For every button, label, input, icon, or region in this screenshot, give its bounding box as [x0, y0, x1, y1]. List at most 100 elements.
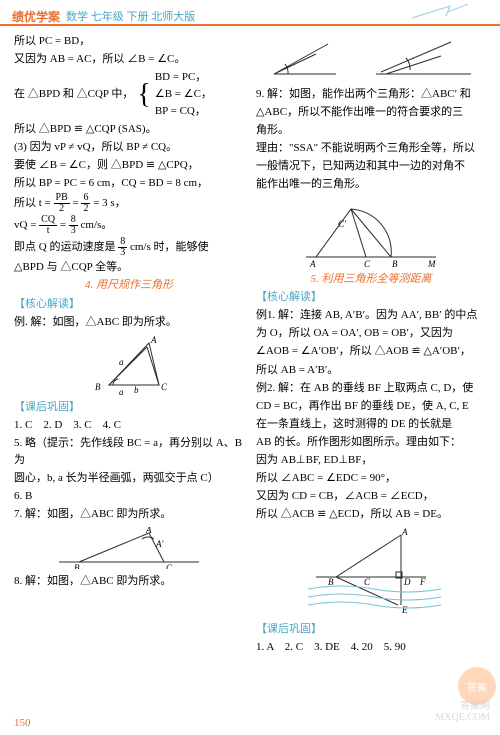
text-line: 5. 略（提示：先作线段 BC = a，再分别以 A、B 为	[14, 435, 244, 469]
watermark: 答案网 MXQE.COM	[435, 701, 490, 723]
text-line: ∠B = ∠C，	[155, 86, 212, 103]
page-header: 绩优学案 数学 七年级 下册 北师大版	[0, 0, 500, 28]
svg-text:a: a	[119, 357, 124, 367]
text-line: vQ = CQt = 83 cm/s。	[14, 215, 244, 236]
text-line: 又因为 AB = AC，所以 ∠B = ∠C。	[14, 51, 244, 68]
text-line: 一般情况下，已知两边和其中一边的对角不	[256, 158, 486, 175]
page-number: 150	[14, 717, 31, 729]
svg-text:C′: C′	[338, 219, 347, 229]
text-line: 在一条直线上，这时测得的 DE 的长就是	[256, 416, 486, 433]
left-column: 所以 PC = BD， 又因为 AB = AC，所以 ∠B = ∠C。 在 △B…	[14, 32, 244, 657]
fraction: CQt	[39, 215, 57, 236]
figure-ssa: A C B M C′	[256, 197, 486, 267]
svg-text:E: E	[401, 605, 408, 615]
text-fragment: =	[60, 219, 69, 231]
fraction: 83	[118, 237, 127, 258]
text-line: 例. 解：如图，△ABC 即为所求。	[14, 314, 244, 331]
bracket-heading: 【课后巩固】	[14, 399, 244, 416]
text-line: △ABC，所以不能作出唯一的符合要求的三	[256, 104, 486, 121]
text-line: 为 O，所以 OA = OA′, OB = OB′，又因为	[256, 325, 486, 342]
text-line: 1. C 2. D 3. C 4. C	[14, 417, 244, 434]
brace-block: 在 △BPD 和 △CQP 中， { BD = PC， ∠B = ∠C， BP …	[14, 69, 244, 120]
content-columns: 所以 PC = BD， 又因为 AB = AC，所以 ∠B = ∠C。 在 △B…	[0, 28, 500, 657]
fraction: 83	[69, 215, 78, 236]
text-fragment: vQ =	[14, 219, 39, 231]
svg-text:B: B	[392, 259, 398, 267]
fraction: 62	[81, 193, 90, 214]
text-line: (3) 因为 vP ≠ vQ，所以 BP ≠ CQ。	[14, 139, 244, 156]
svg-text:A': A'	[155, 539, 164, 549]
text-fragment: cm/s 时，能够使	[130, 241, 209, 253]
text-fragment: =	[73, 197, 82, 209]
text-line: 又因为 CD = CB，∠ACB = ∠ECD，	[256, 488, 486, 505]
bracket-heading: 【核心解读】	[14, 296, 244, 313]
text-line: 1. A 2. C 3. DE 4. 20 5. 90	[256, 639, 486, 656]
text-line: 例1. 解：连接 AB, A′B′。因为 AA′, BB′ 的中点	[256, 307, 486, 324]
text-line: 要使 ∠B = ∠C，则 △BPD ≌ △CPQ，	[14, 157, 244, 174]
svg-text:A: A	[309, 259, 316, 267]
text-line: 所以 BP = PC = 6 cm，CQ = BD = 8 cm，	[14, 175, 244, 192]
text-line: 所以 △BPD ≌ △CQP (SAS)。	[14, 121, 244, 138]
svg-text:B: B	[95, 382, 101, 392]
text-line: CD = BC，再作出 BF 的垂线 DE，使 A, C, E	[256, 398, 486, 415]
svg-text:D: D	[403, 577, 411, 587]
header-rule	[0, 24, 500, 26]
fraction: PB2	[54, 193, 70, 214]
text-fragment: cm/s。	[81, 219, 113, 231]
text-line: ∠AOB = ∠A′OB′，所以 △AOB ≌ △A′OB′，	[256, 343, 486, 360]
right-column: 9. 解：如图，能作出两个三角形：△ABC′ 和 △ABC，所以不能作出唯一的符…	[256, 32, 486, 657]
svg-text:A: A	[150, 335, 157, 345]
text-line: 例2. 解：在 AB 的垂线 BF 上取两点 C, D，使	[256, 380, 486, 397]
text-line: 7. 解：如图，△ABC 即为所求。	[14, 506, 244, 523]
text-line: 8. 解：如图，△ABC 即为所求。	[14, 573, 244, 590]
svg-text:a: a	[119, 387, 124, 395]
text-line: 所以 AB = A′B′。	[256, 362, 486, 379]
svg-text:C: C	[166, 563, 173, 569]
watermark-line: 答案网	[435, 701, 490, 712]
text-line: 角形。	[256, 122, 486, 139]
text-line: 在 △BPD 和 △CQP 中，	[14, 86, 133, 103]
svg-text:B: B	[74, 563, 80, 569]
bracket-heading: 【课后巩固】	[256, 621, 486, 638]
text-fragment: 所以 t =	[14, 197, 54, 209]
text-fragment: 即点 Q 的运动速度是	[14, 241, 118, 253]
text-line: 即点 Q 的运动速度是 83 cm/s 时，能够使	[14, 237, 244, 258]
bracket-heading: 【核心解读】	[256, 289, 486, 306]
text-fragment: = 3 s，	[93, 197, 125, 209]
text-line: 能作出唯一的三角形。	[256, 176, 486, 193]
text-line: 所以 ∠ABC = ∠EDC = 90°，	[256, 470, 486, 487]
svg-text:C: C	[161, 382, 168, 392]
figure-angle-pair	[256, 36, 486, 82]
edition-subtitle: 数学 七年级 下册 北师大版	[66, 8, 195, 24]
answer-bubble-icon: 答案	[458, 667, 496, 705]
text-line: 9. 解：如图，能作出两个三角形：△ABC′ 和	[256, 86, 486, 103]
text-line: △BPD 与 △CQP 全等。	[14, 259, 244, 276]
figure-river: A B C D F E	[256, 527, 486, 617]
svg-text:b: b	[134, 385, 139, 395]
text-line: 6. B	[14, 488, 244, 505]
figure-triangle-2: B A A' C	[14, 527, 244, 569]
text-line: 理由："SSA" 不能说明两个三角形全等，所以	[256, 140, 486, 157]
svg-text:C: C	[364, 577, 371, 587]
brand-title: 绩优学案	[12, 8, 60, 25]
svg-text:A: A	[401, 527, 408, 537]
figure-triangle-1: B C A a a b	[14, 335, 244, 395]
text-line: 所以 t = PB2 = 62 = 3 s，	[14, 193, 244, 214]
watermark-line: MXQE.COM	[435, 712, 490, 723]
section-title: 4. 用尺规作三角形	[14, 277, 244, 294]
svg-text:A: A	[145, 527, 152, 535]
svg-text:M: M	[427, 259, 436, 267]
section-title: 5. 利用三角形全等测距离	[256, 271, 486, 288]
text-line: 因为 AB⊥BF, ED⊥BF，	[256, 452, 486, 469]
svg-text:B: B	[328, 577, 334, 587]
text-line: BP = CQ，	[155, 103, 212, 120]
svg-text:F: F	[419, 577, 426, 587]
brace-icon: {	[137, 82, 150, 107]
text-line: 圆心，b, a 长为半径画弧，两弧交于点 C）	[14, 470, 244, 487]
text-line: 所以 PC = BD，	[14, 33, 244, 50]
svg-text:C: C	[364, 259, 371, 267]
text-line: BD = PC，	[155, 69, 212, 86]
plane-icon	[410, 0, 470, 27]
text-line: AB 的长。所作图形如图所示。理由如下：	[256, 434, 486, 451]
text-line: 所以 △ACB ≌ △ECD，所以 AB = DE。	[256, 506, 486, 523]
